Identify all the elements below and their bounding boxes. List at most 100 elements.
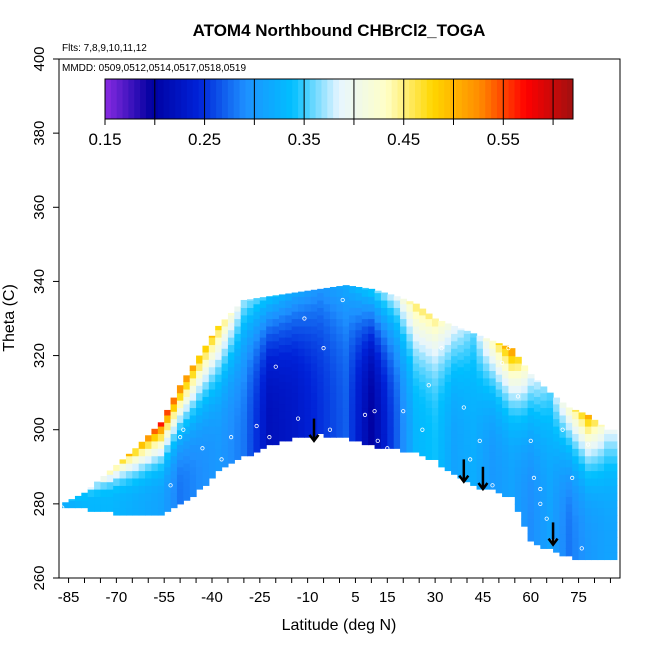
heatmap-cell xyxy=(259,314,267,323)
heatmap-cell xyxy=(355,299,363,308)
heatmap-cell xyxy=(227,314,235,323)
heatmap-cell xyxy=(259,337,267,346)
heatmap-cell xyxy=(266,325,274,334)
heatmap-cell xyxy=(183,433,191,442)
colorbar-segment xyxy=(508,79,515,119)
heatmap-cell xyxy=(425,414,433,423)
heatmap-cell xyxy=(151,440,159,449)
heatmap-cell xyxy=(527,422,535,431)
heatmap-cell xyxy=(336,377,344,386)
heatmap-cell xyxy=(132,485,140,494)
heatmap-cell xyxy=(227,411,235,420)
heatmap-cell xyxy=(298,429,306,438)
heatmap-cell xyxy=(202,470,210,479)
heatmap-cell xyxy=(578,440,586,449)
heatmap-cell xyxy=(521,518,529,527)
heatmap-cell xyxy=(368,400,376,409)
heatmap-cell xyxy=(412,333,420,342)
heatmap-cell xyxy=(278,388,286,397)
heatmap-cell xyxy=(514,437,522,446)
heatmap-cell xyxy=(412,348,420,357)
heatmap-cell xyxy=(508,437,516,446)
heatmap-cell xyxy=(527,444,535,453)
heatmap-cell xyxy=(387,426,395,435)
heatmap-cell xyxy=(342,318,350,327)
chart-title: ATOM4 Northbound CHBrCl2_TOGA xyxy=(193,21,486,40)
heatmap-cell xyxy=(495,455,503,464)
heatmap-cell xyxy=(470,463,478,472)
heatmap-cell xyxy=(387,294,395,301)
heatmap-cell xyxy=(565,496,573,505)
heatmap-cell xyxy=(419,426,427,435)
heatmap-cell xyxy=(278,403,286,412)
heatmap-cell xyxy=(463,429,471,438)
heatmap-cell xyxy=(196,429,204,438)
heatmap-cell xyxy=(521,474,529,483)
heatmap-cell xyxy=(553,397,561,405)
heatmap-cell xyxy=(553,463,561,472)
colorbar-segment xyxy=(315,79,322,119)
heatmap-cell xyxy=(495,418,503,427)
heatmap-cell xyxy=(393,403,401,412)
heatmap-cell xyxy=(272,340,280,349)
heatmap-cell xyxy=(412,377,420,386)
heatmap-cell xyxy=(94,489,102,498)
heatmap-cell xyxy=(553,455,561,464)
heatmap-cell xyxy=(304,385,312,394)
heatmap-cell xyxy=(470,344,478,353)
heatmap-cell xyxy=(400,429,408,438)
heatmap-cell xyxy=(247,381,255,390)
sample-point xyxy=(528,438,533,443)
heatmap-cell xyxy=(457,440,465,449)
heatmap-cell xyxy=(451,377,459,386)
heatmap-cell xyxy=(470,440,478,449)
heatmap-cell xyxy=(342,414,350,423)
x-tick-label: -40 xyxy=(201,589,223,606)
heatmap-cell xyxy=(400,348,408,357)
heatmap-cell xyxy=(272,303,280,312)
heatmap-cell xyxy=(125,500,133,509)
colorbar-segment xyxy=(327,79,334,119)
colorbar-segment xyxy=(233,79,241,119)
heatmap-cell xyxy=(266,385,274,394)
heatmap-cell xyxy=(285,337,293,346)
heatmap-cell xyxy=(259,322,267,331)
heatmap-cell xyxy=(355,322,363,331)
heatmap-cell xyxy=(342,288,350,297)
sample-point xyxy=(229,435,234,440)
heatmap-cell xyxy=(514,474,522,483)
heatmap-cell xyxy=(361,437,369,446)
heatmap-cell xyxy=(578,500,586,509)
heatmap-cell xyxy=(304,400,312,409)
heatmap-cell xyxy=(457,328,465,331)
heatmap-cell xyxy=(457,403,465,412)
heatmap-cell xyxy=(482,422,490,431)
heatmap-cell xyxy=(368,422,376,431)
flights-subtitle: Flts: 7,8,9,10,11,12 xyxy=(62,43,147,54)
heatmap-cell xyxy=(349,366,357,375)
heatmap-cell xyxy=(578,485,586,494)
heatmap-cell xyxy=(151,492,159,501)
heatmap-cell xyxy=(298,422,306,431)
heatmap-cell xyxy=(540,489,548,498)
heatmap-cell xyxy=(227,433,235,442)
heatmap-cell xyxy=(183,381,191,390)
heatmap-cell xyxy=(393,344,401,353)
heatmap-cell xyxy=(387,381,395,390)
heatmap-cell xyxy=(419,351,427,360)
heatmap-cell xyxy=(234,451,242,460)
heatmap-cell xyxy=(291,333,299,342)
heatmap-cell xyxy=(317,411,325,420)
heatmap-cell xyxy=(247,299,255,308)
heatmap-cell xyxy=(291,311,299,320)
heatmap-cell xyxy=(183,396,191,405)
heatmap-cell xyxy=(578,463,586,472)
heatmap-cell xyxy=(234,340,242,349)
heatmap-cell xyxy=(285,403,293,412)
heatmap-cell xyxy=(565,503,573,512)
heatmap-cell xyxy=(533,433,541,442)
heatmap-cell xyxy=(431,429,439,438)
heatmap-cell xyxy=(604,455,612,464)
heatmap-cell xyxy=(476,370,484,379)
y-tick-label: 360 xyxy=(31,195,48,220)
